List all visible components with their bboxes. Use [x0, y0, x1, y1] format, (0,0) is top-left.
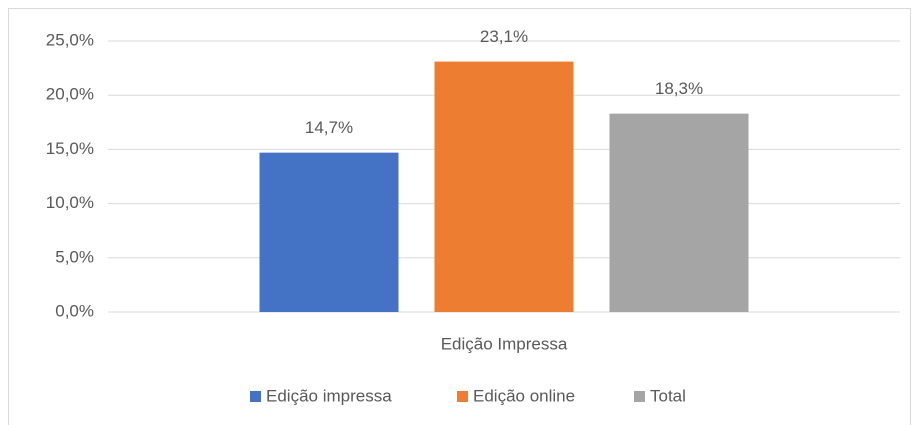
- y-tick-label: 20,0%: [46, 85, 94, 104]
- bar: [609, 113, 749, 313]
- legend-swatch: [457, 391, 468, 402]
- data-label: 23,1%: [480, 27, 528, 46]
- bar: [434, 61, 574, 312]
- chart-border: [8, 8, 911, 425]
- data-label: 18,3%: [655, 79, 703, 98]
- y-tick-label: 25,0%: [46, 30, 94, 49]
- y-tick-label: 0,0%: [55, 301, 94, 320]
- data-label: 14,7%: [305, 118, 353, 137]
- x-tick-label: Edição Impressa: [441, 334, 568, 353]
- y-tick-label: 5,0%: [55, 247, 94, 266]
- legend-label: Edição online: [473, 386, 575, 405]
- legend-label: Total: [650, 386, 686, 405]
- legend-swatch: [250, 391, 261, 402]
- legend-label: Edição impressa: [266, 386, 392, 405]
- y-tick-label: 15,0%: [46, 139, 94, 158]
- legend-swatch: [634, 391, 645, 402]
- bar: [259, 152, 399, 312]
- y-tick-label: 10,0%: [46, 193, 94, 212]
